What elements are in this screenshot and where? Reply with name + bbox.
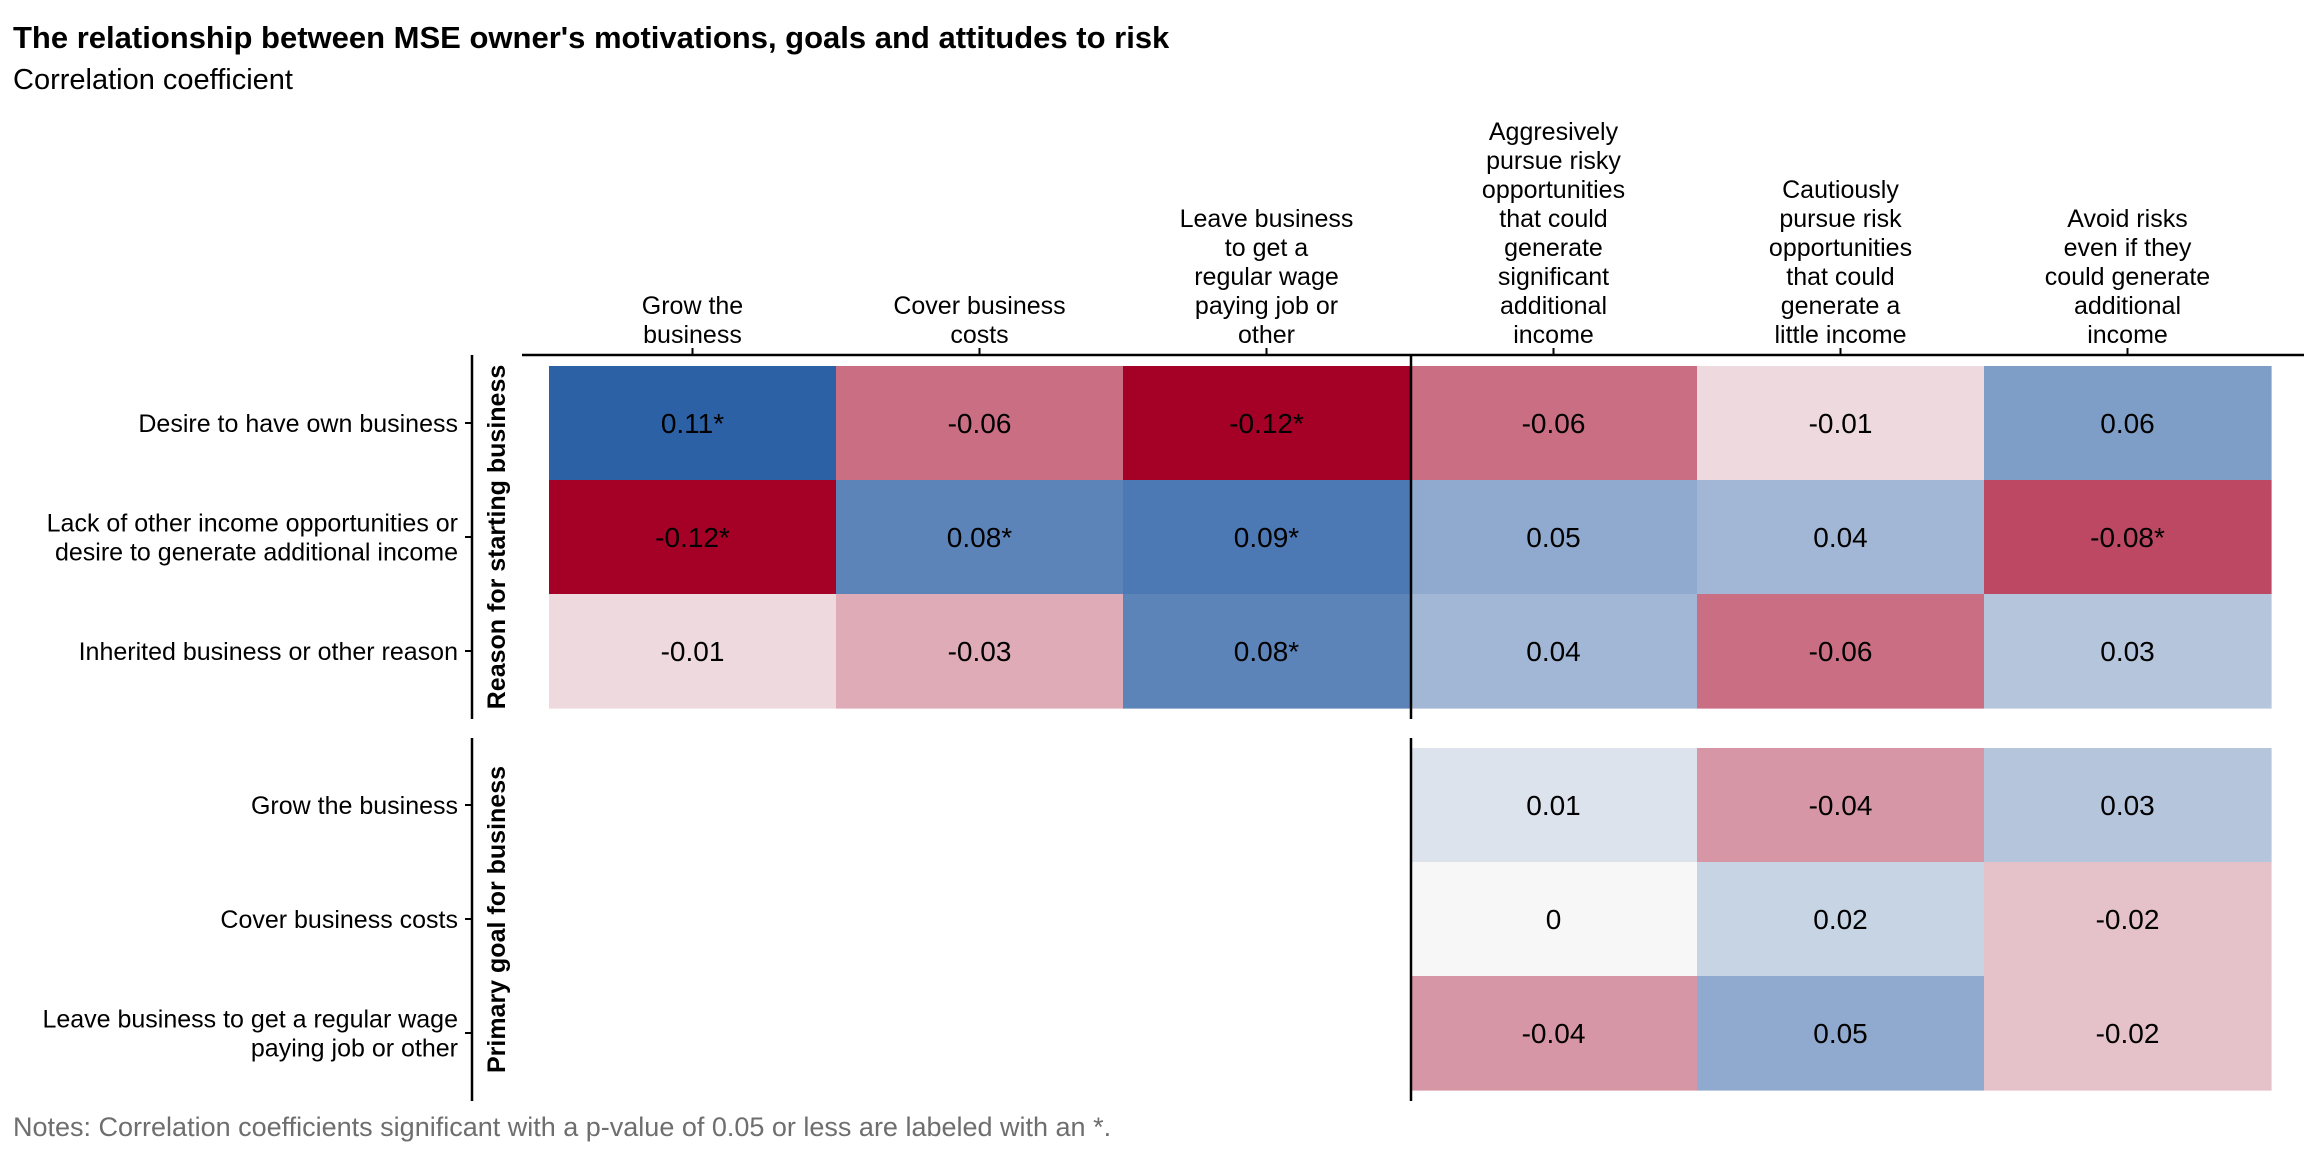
row-group-labels: Reason for starting business Primary goal… [483,365,511,1073]
heatmap-cell [836,594,1124,709]
cell-value-label: -0.02 [2096,1018,2160,1049]
heatmap-cell [1410,366,1698,481]
column-label-leave-business-to-get-a-regular-wage-pay: Leave business to get a regular wage paying… [1180,205,1354,349]
cell-value-label: -0.01 [661,636,725,667]
heatmap-cell [1984,594,2272,709]
heatmap-cell [1984,976,2272,1091]
cell-value-label: 0.04 [1813,522,1868,553]
cell-value-label: 0.11* [661,408,724,439]
cell-value-label: -0.06 [1809,636,1873,667]
column-label-cautiously-pursue-risk-opportunities-tha: Cautiously pursue risk opportunities that c… [1769,176,1912,349]
heatmap-cell [1697,976,1985,1091]
row-label-cover-business-costs: Cover business costs [220,906,458,934]
heatmap-cell [1410,480,1698,595]
heatmap-cell [1984,862,2272,977]
cell-value-label: -0.03 [948,636,1012,667]
row-label-desire-to-have-own-business: Desire to have own business [138,410,458,438]
cell-value-label: 0.09* [1234,522,1299,553]
heatmap-cell [1984,366,2272,481]
cell-value-label: 0.03 [2100,790,2155,821]
cell-value-label: 0.02 [1813,904,1868,935]
row-label-grow-the-business: Grow the business [251,792,458,820]
chart-title: The relationship between MSE owner's mot… [13,20,1170,55]
row-label-inherited-business-or-other-reason: Inherited business or other reason [79,638,458,666]
chart-subtitle: Correlation coefficient [13,64,293,96]
heatmap-cell [1410,594,1698,709]
cell-value-label: -0.08* [2090,522,2165,553]
heatmap-cells [549,366,2272,1091]
cell-value-label: 0.01 [1526,790,1581,821]
cell-value-label: -0.12* [1229,408,1304,439]
heatmap-cell [836,366,1124,481]
heatmap-cell [1410,976,1698,1091]
row-group-label-primary-goal-for-business: Primary goal for business [483,766,511,1073]
cell-value-label: -0.12* [655,522,730,553]
cell-value-label: 0.08* [1234,636,1299,667]
cell-value-label: 0.05 [1526,522,1581,553]
heatmap-cell [1697,594,1985,709]
cell-value-label: 0.04 [1526,636,1581,667]
cell-value-label: -0.01 [1809,408,1873,439]
heatmap-cell [549,366,837,481]
column-label-aggresively-pursue-risky-opportunities-t: Aggresively pursue risky opportunities that… [1482,118,1625,349]
heatmap-cell [1123,366,1411,481]
row-label-lack-of-other-income-opportunities-or-de: Lack of other income opportunities or des… [47,510,458,567]
cell-value-label: 0.08* [947,522,1012,553]
heatmap-cell [1697,748,1985,863]
heatmap-cell [549,594,837,709]
column-label-grow-the-business: Grow the business [642,292,743,349]
row-labels: Desire to have own business Lack of other… [42,410,458,1063]
heatmap-cell [1697,480,1985,595]
cell-value-label: -0.06 [948,408,1012,439]
cell-value-label: -0.02 [2096,904,2160,935]
heatmap-cell [1123,594,1411,709]
heatmap-cell [1123,480,1411,595]
cell-value-label: -0.06 [1522,408,1586,439]
heatmap-cell [1984,480,2272,595]
heatmap-cell [1697,862,1985,977]
heatmap-cell [1697,366,1985,481]
heatmap-cell [836,480,1124,595]
chart-notes: Notes: Correlation coefficients signific… [13,1112,1112,1142]
cell-value-label: 0.05 [1813,1018,1868,1049]
heatmap-cell [1984,748,2272,863]
cell-value-label: -0.04 [1809,790,1873,821]
cell-value-label: -0.04 [1522,1018,1586,1049]
cell-value-label: 0.03 [2100,636,2155,667]
column-label-cover-business-costs: Cover business costs [893,292,1065,349]
heatmap-cell [1410,862,1698,977]
column-labels: Grow the business Cover business costs Leave… [642,118,2210,349]
cell-value-label: 0.06 [2100,408,2155,439]
row-label-leave-business-to-get-a-regular-wage-pay: Leave business to get a regular wage payi… [42,1006,458,1063]
row-group-label-reason-for-starting-business: Reason for starting business [483,365,511,710]
heatmap-cell [1410,748,1698,863]
axis-lines [465,348,2304,1101]
heatmap-cell-labels: 0.11* -0.06 -0.12* -0.06 -0.01 0.06 -0.12* 0.08… [655,408,2165,1049]
cell-value-label: 0 [1546,904,1562,935]
heatmap-cell [549,480,837,595]
column-label-avoid-risks-even-if-they-could-generate-: Avoid risks even if they could generate add… [2045,205,2210,349]
